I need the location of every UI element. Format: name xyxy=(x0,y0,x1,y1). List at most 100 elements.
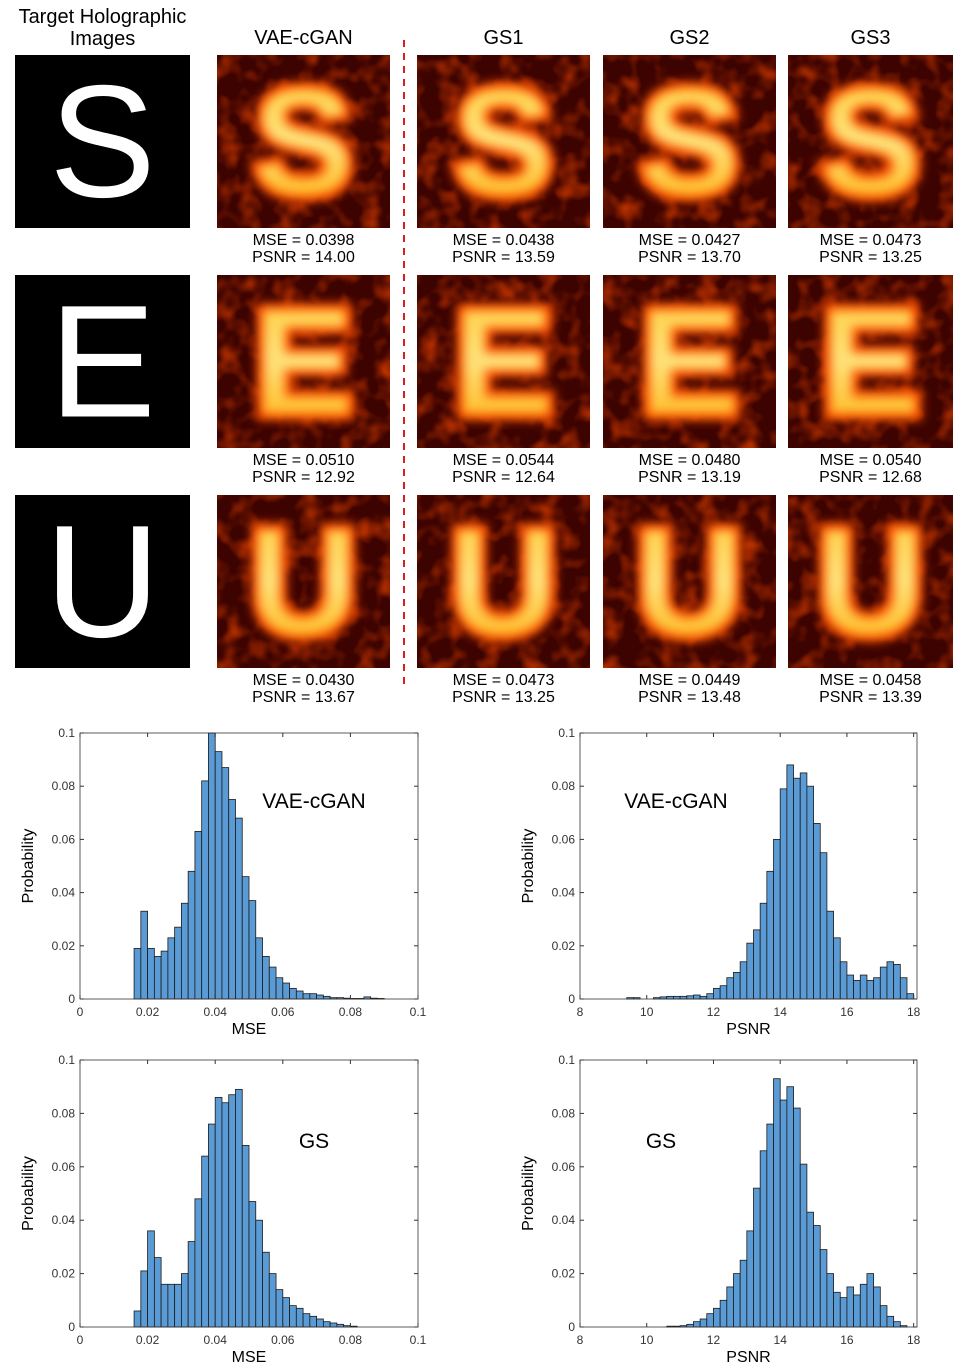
x-tick-label: 10 xyxy=(640,1005,654,1019)
reconstructed-letter: E xyxy=(820,278,920,446)
bar xyxy=(187,870,196,1000)
target-image: U xyxy=(15,492,190,671)
bar xyxy=(201,1155,209,1328)
bar xyxy=(201,780,209,1000)
y-tick-label: 0.02 xyxy=(552,1267,576,1281)
bar xyxy=(799,1163,808,1328)
bar xyxy=(786,1086,794,1328)
bar xyxy=(753,929,761,1000)
image-background xyxy=(15,275,190,448)
mse-label: MSE = 0.0438 xyxy=(453,232,555,249)
bar xyxy=(753,1187,761,1328)
bar xyxy=(282,982,290,1000)
x-tick-label: 14 xyxy=(774,1005,788,1019)
axes-box xyxy=(579,1059,918,1328)
bar xyxy=(813,823,821,1000)
reconstructed-letter: E xyxy=(253,278,353,446)
bar xyxy=(779,1099,788,1328)
axes-box xyxy=(79,732,419,1000)
y-tick-label: 0 xyxy=(68,992,75,1006)
bar xyxy=(289,987,297,1000)
y-tick-label: 0.08 xyxy=(552,779,576,793)
glow-letter: S xyxy=(253,58,353,226)
annotation: VAE-cGAN xyxy=(624,790,727,813)
bar xyxy=(719,985,728,1000)
y-tick-label: 0.06 xyxy=(552,832,576,846)
bar xyxy=(214,1096,223,1328)
image-background xyxy=(15,55,190,228)
x-tick-label: 0.04 xyxy=(204,1005,228,1019)
x-tick-label: 12 xyxy=(707,1333,721,1347)
bar xyxy=(302,993,311,1000)
bar xyxy=(322,1321,331,1328)
reconstructed-letter: U xyxy=(635,498,743,666)
speckle xyxy=(217,275,390,448)
bar xyxy=(886,1315,895,1328)
bar xyxy=(819,852,828,1000)
column-header: VAE-cGAN xyxy=(254,27,353,49)
bar xyxy=(759,1150,768,1328)
reconstruction-image: EE xyxy=(417,271,590,453)
bar xyxy=(859,1283,868,1328)
bar xyxy=(826,910,834,1000)
annotation: GS xyxy=(299,1130,329,1153)
bar xyxy=(153,1257,162,1328)
bar xyxy=(786,764,794,1000)
column-header: GS1 xyxy=(483,27,524,49)
reconstructed-letter: S xyxy=(820,58,920,226)
psnr-label: PSNR = 12.64 xyxy=(452,469,555,486)
bar xyxy=(773,839,781,1000)
bar xyxy=(893,964,901,1000)
y-tick-label: 0.06 xyxy=(52,1160,76,1174)
x-tick-label: 0.08 xyxy=(339,1005,363,1019)
x-tick-label: 0.02 xyxy=(136,1333,160,1347)
x-tick-label: 0.06 xyxy=(271,1005,295,1019)
bar xyxy=(140,1270,148,1328)
x-tick-label: 8 xyxy=(577,1005,584,1019)
bar xyxy=(208,1123,216,1328)
bar xyxy=(746,942,754,1000)
glow-letter: E xyxy=(820,278,920,446)
reconstructed-letter: E xyxy=(639,278,739,446)
speckle xyxy=(788,55,953,228)
reconstruction-image: UU xyxy=(217,491,390,673)
image-background xyxy=(15,495,190,668)
y-tick-label: 0.04 xyxy=(52,1213,76,1227)
x-tick-label: 0.08 xyxy=(339,1333,363,1347)
bar xyxy=(833,937,841,1000)
glow-letter: E xyxy=(639,278,739,446)
bar xyxy=(160,1283,169,1328)
reconstructed-letter: E xyxy=(453,278,553,446)
reconstruction-image: EE xyxy=(603,271,776,453)
reconstructed-letter: U xyxy=(249,498,357,666)
x-tick-label: 8 xyxy=(577,1333,584,1347)
target-image: S xyxy=(15,52,190,231)
bar xyxy=(228,1094,236,1328)
glow-letter: U xyxy=(816,498,924,666)
y-tick-label: 0.1 xyxy=(58,1053,75,1067)
bar xyxy=(275,977,284,1000)
bar xyxy=(739,961,748,1000)
bar xyxy=(819,1249,828,1328)
bar xyxy=(806,785,814,1000)
x-axis-label: MSE xyxy=(232,1349,267,1362)
y-tick-label: 0.1 xyxy=(558,1053,575,1067)
x-axis-label: PSNR xyxy=(726,1021,770,1038)
speckle xyxy=(217,55,390,228)
x-tick-label: 0.06 xyxy=(271,1333,295,1347)
bar xyxy=(336,1323,345,1328)
bar xyxy=(241,876,250,1000)
bar xyxy=(268,966,277,1000)
psnr-label: PSNR = 13.48 xyxy=(638,689,741,706)
bar xyxy=(686,1323,694,1328)
bar xyxy=(773,1078,781,1328)
y-tick-label: 0.06 xyxy=(552,1160,576,1174)
bar xyxy=(693,994,701,1000)
x-tick-label: 18 xyxy=(907,1005,921,1019)
glow-letter: E xyxy=(253,278,353,446)
column-header: GS3 xyxy=(850,27,891,49)
reconstruction-image: SS xyxy=(603,51,776,233)
bar xyxy=(214,751,223,1000)
psnr-label: PSNR = 13.25 xyxy=(452,689,555,706)
bar xyxy=(167,1283,176,1328)
